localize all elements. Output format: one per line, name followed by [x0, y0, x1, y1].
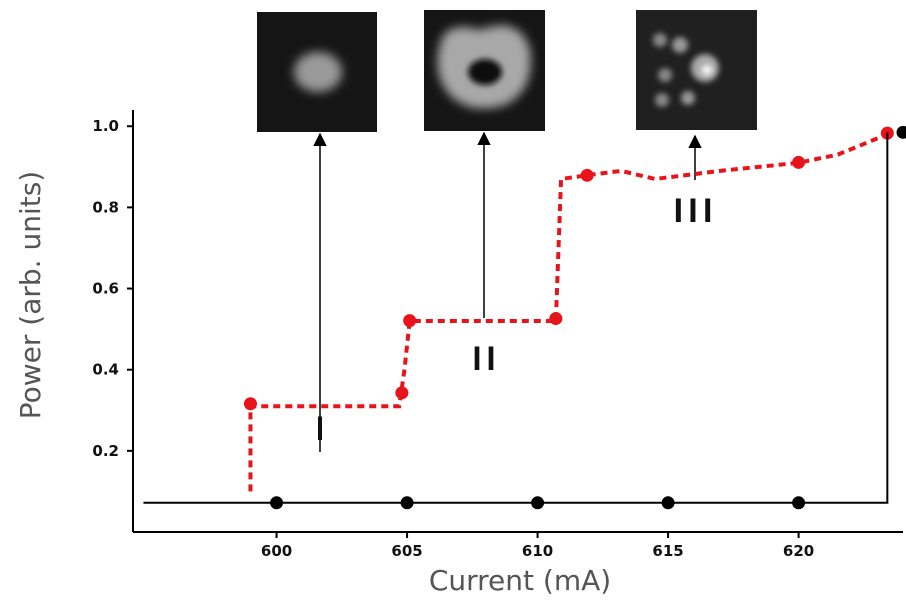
annotation-label: II	[470, 340, 498, 378]
data-point	[395, 386, 409, 400]
y-tick-label: 0.4	[92, 361, 119, 379]
y-tick-label: 0.6	[92, 280, 119, 298]
mode-image-1	[257, 12, 377, 132]
x-tick-label: 620	[783, 542, 814, 560]
data-point	[661, 496, 675, 510]
x-tick-label: 600	[261, 542, 292, 560]
data-point	[270, 496, 284, 510]
data-point	[792, 155, 806, 169]
mode-image-3	[636, 10, 757, 130]
data-point	[896, 125, 906, 139]
annotation-label: III	[671, 192, 715, 230]
y-tick-label: 0.8	[92, 198, 119, 216]
x-tick-label: 615	[652, 542, 683, 560]
y-axis-label: Power (arb. units)	[14, 171, 47, 420]
data-point	[531, 496, 545, 510]
series-line	[248, 132, 889, 492]
series-line	[143, 132, 889, 504]
y-tick-label: 1.0	[92, 117, 119, 135]
data-point	[243, 397, 257, 411]
x-tick-label: 605	[391, 542, 422, 560]
mode-image-2	[424, 10, 545, 131]
x-axis-label: Current (mA)	[429, 564, 611, 597]
data-point	[400, 496, 414, 510]
data-point	[403, 314, 417, 328]
data-point	[792, 496, 806, 510]
annotation-label: I	[314, 410, 326, 448]
y-tick-label: 0.2	[92, 442, 119, 460]
x-tick-label: 610	[522, 542, 553, 560]
data-point	[549, 312, 563, 326]
data-point	[580, 168, 594, 182]
